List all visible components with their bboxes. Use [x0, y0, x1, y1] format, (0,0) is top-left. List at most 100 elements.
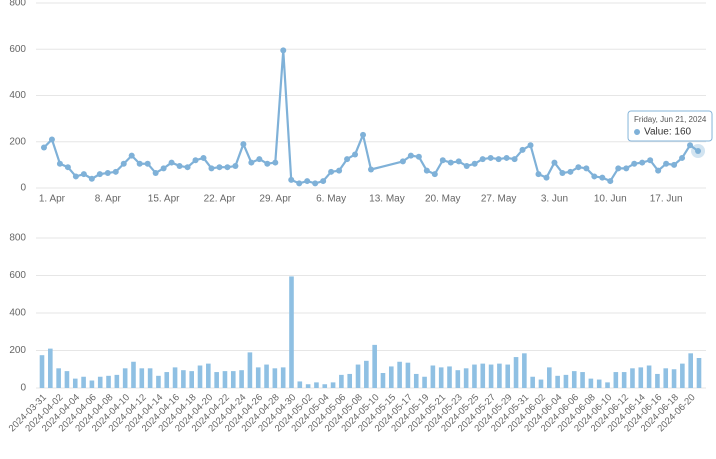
bar: [605, 382, 610, 388]
bar: [330, 382, 336, 388]
y-tick-label: 600: [9, 44, 26, 55]
bar: [688, 353, 693, 388]
point: [655, 167, 662, 174]
point: [663, 160, 670, 167]
point: [48, 136, 55, 143]
point: [168, 159, 175, 166]
point: [559, 169, 566, 176]
bar: [297, 381, 303, 388]
point: [607, 178, 614, 185]
bar: [206, 363, 211, 388]
bar: [438, 367, 444, 388]
bar: [230, 371, 236, 388]
bar: [64, 371, 70, 388]
point: [280, 47, 287, 54]
bar: [39, 355, 45, 388]
point: [471, 160, 478, 167]
bar: [89, 380, 95, 388]
point: [567, 168, 574, 175]
bar: [97, 376, 103, 388]
bar: [339, 374, 344, 388]
tooltip-dot: [634, 129, 641, 135]
point: [575, 164, 582, 171]
point: [272, 159, 279, 166]
bar: [106, 375, 111, 388]
bar: [388, 366, 394, 388]
point: [200, 154, 207, 161]
point: [447, 159, 454, 166]
point: [439, 157, 446, 164]
bar: [596, 379, 602, 388]
y-tick-label: 600: [9, 270, 26, 281]
bar: [430, 365, 436, 388]
y-tick-label: 800: [9, 0, 26, 9]
x-tick-label: 17. Jun: [650, 194, 683, 205]
bar: [638, 367, 644, 388]
bar: [671, 369, 677, 388]
point: [527, 142, 534, 149]
bar: [530, 376, 535, 388]
bar: [613, 372, 619, 388]
point: [551, 159, 558, 166]
bar: [48, 348, 53, 388]
point: [96, 171, 103, 178]
bar: [280, 367, 286, 388]
point: [599, 174, 606, 181]
bar: [463, 368, 469, 388]
point: [312, 180, 319, 187]
point: [503, 154, 510, 161]
point: [583, 165, 590, 172]
bar: [114, 374, 120, 388]
point: [184, 164, 191, 171]
point: [320, 178, 327, 185]
point: [631, 160, 638, 167]
point: [679, 154, 686, 161]
point: [415, 153, 422, 160]
bar: [239, 370, 244, 388]
point: [264, 160, 271, 167]
bar: [72, 378, 78, 388]
point: [296, 180, 303, 187]
bar: [680, 363, 685, 388]
bar: [497, 363, 502, 388]
point: [56, 160, 63, 167]
x-tick-label: 10. Jun: [594, 194, 627, 205]
tooltip-box: [627, 110, 713, 142]
point: [695, 148, 702, 154]
bar: [621, 372, 627, 388]
bar: [455, 370, 461, 388]
point: [208, 165, 215, 172]
highlight-halo: [691, 144, 706, 158]
y-tick-label: 800: [9, 233, 26, 244]
bar: [630, 368, 635, 388]
bar: [247, 352, 253, 388]
bar: [488, 364, 494, 388]
point: [623, 165, 630, 172]
point: [216, 164, 223, 171]
bar: [139, 368, 145, 388]
point: [88, 175, 95, 182]
x-tick-label: 13. May: [369, 194, 405, 205]
y-tick-label: 400: [9, 308, 26, 319]
point: [344, 156, 351, 163]
bar: [56, 368, 61, 388]
point: [160, 165, 167, 172]
point: [328, 168, 335, 175]
bar: [255, 367, 261, 388]
point: [128, 152, 135, 159]
point: [639, 159, 646, 166]
point: [519, 146, 526, 153]
bar: [122, 368, 128, 388]
point: [40, 144, 47, 151]
point: [463, 163, 470, 170]
x-tick-label: 27. May: [481, 194, 517, 205]
bar: [472, 364, 477, 388]
point: [591, 173, 598, 180]
bar: [222, 371, 228, 388]
bar: [156, 375, 161, 388]
bar: [397, 361, 402, 388]
point: [64, 164, 71, 171]
bar: [580, 372, 585, 388]
bar: [364, 360, 369, 388]
